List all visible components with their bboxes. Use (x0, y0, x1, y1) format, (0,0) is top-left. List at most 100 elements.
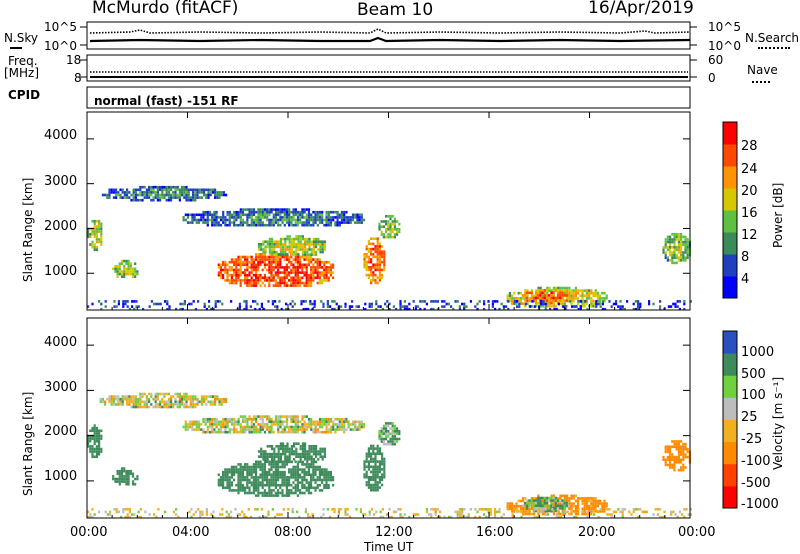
heatmap-cell (145, 397, 148, 401)
heatmap-cell (165, 191, 168, 194)
heatmap-cell (303, 423, 306, 426)
heatmap-cell (382, 235, 385, 239)
heatmap-cell (295, 237, 298, 241)
heatmap-cell (301, 445, 304, 448)
heatmap-cell (303, 258, 306, 261)
heatmap-cell (126, 515, 129, 519)
heatmap-cell (299, 455, 302, 458)
heatmap-cell (677, 233, 680, 236)
heatmap-cell (194, 193, 197, 197)
colorbar-segment (723, 232, 737, 255)
heatmap-cell (605, 294, 608, 298)
heatmap-cell (226, 483, 229, 487)
heatmap-cell (305, 273, 308, 277)
heatmap-cell (263, 425, 267, 429)
heatmap-cell (211, 191, 214, 194)
heatmap-cell (230, 468, 233, 471)
heatmap-cell (127, 262, 130, 265)
heatmap-cell (308, 452, 311, 456)
heatmap-cell (264, 248, 267, 251)
heatmap-cell (281, 423, 284, 426)
heatmap-cell (571, 508, 574, 511)
heatmap-cell (270, 218, 273, 222)
heatmap-cell (184, 425, 187, 429)
heatmap-cell (301, 268, 304, 272)
heatmap-cell (296, 266, 299, 269)
heatmap-cell (554, 299, 557, 302)
beam-title: Beam 10 (357, 0, 434, 20)
heatmap-cell (323, 248, 326, 251)
heatmap-cell (118, 469, 121, 473)
heatmap-cell (305, 223, 308, 227)
heatmap-cell (91, 455, 94, 459)
heatmap-cell (498, 510, 501, 514)
heatmap-cell (540, 510, 543, 514)
heatmap-cell (537, 494, 540, 498)
heatmap-cell (304, 445, 307, 448)
heatmap-cell (548, 499, 551, 502)
heatmap-cell (299, 447, 302, 451)
heatmap-cell (378, 250, 381, 253)
heatmap-cell (134, 403, 137, 406)
heatmap-cell (230, 273, 233, 277)
heatmap-cell (334, 430, 337, 434)
heatmap-cell (524, 289, 527, 292)
heatmap-cell (153, 302, 156, 306)
heatmap-cell (689, 508, 692, 511)
heatmap-cell (417, 305, 420, 308)
heatmap-cell (226, 268, 229, 272)
heatmap-cell (205, 196, 208, 199)
heatmap-cell (310, 450, 313, 453)
heatmap-cell (294, 281, 297, 285)
heatmap-cell (250, 425, 253, 429)
heatmap-cell (386, 305, 389, 308)
heatmap-cell (87, 232, 90, 236)
heatmap-cell (296, 483, 299, 487)
heatmap-cell (360, 218, 363, 222)
heatmap-cell (367, 465, 370, 469)
heatmap-cell (271, 248, 274, 251)
heatmap-cell (293, 253, 296, 256)
heatmap-cell (561, 504, 564, 508)
heatmap-cell (323, 271, 326, 274)
heatmap-cell (370, 266, 373, 269)
heatmap-cell (261, 465, 264, 469)
heatmap-cell (283, 268, 286, 272)
heatmap-cell (559, 289, 562, 292)
heatmap-cell (108, 188, 111, 192)
heatmap-cell (261, 260, 264, 264)
heatmap-cell (293, 450, 296, 453)
heatmap-cell (235, 271, 238, 274)
heatmap-cell (304, 245, 307, 249)
heatmap-cell (391, 442, 394, 446)
heatmap-cell (272, 481, 275, 484)
heatmap-cell (144, 510, 147, 514)
heatmap-cell (312, 263, 315, 267)
heatmap-cell (224, 425, 227, 429)
heatmap-cell (279, 271, 282, 274)
heatmap-cell (252, 486, 255, 490)
heatmap-cell (293, 302, 296, 306)
heatmap-cell (480, 508, 483, 511)
heatmap-cell (551, 508, 554, 511)
heatmap-cell (326, 302, 329, 306)
heatmap-cell (174, 188, 177, 192)
heatmap-cell (235, 210, 238, 214)
heatmap-cell (266, 240, 269, 243)
heatmap-cell (296, 425, 300, 429)
heatmap-cell (196, 403, 199, 406)
heatmap-cell (566, 304, 569, 308)
heatmap-cell (365, 452, 368, 456)
heatmap-cell (211, 423, 214, 426)
heatmap-cell (519, 299, 522, 303)
heatmap-cell (91, 230, 94, 233)
heatmap-cell (680, 251, 683, 254)
heatmap-cell (141, 193, 144, 197)
heatmap-cell (235, 428, 238, 431)
heatmap-cell (305, 276, 308, 280)
heatmap-cell (516, 300, 519, 303)
heatmap-cell (340, 417, 344, 421)
heatmap-cell (87, 235, 90, 239)
heatmap-cell (321, 273, 324, 277)
heatmap-cell (186, 425, 190, 429)
